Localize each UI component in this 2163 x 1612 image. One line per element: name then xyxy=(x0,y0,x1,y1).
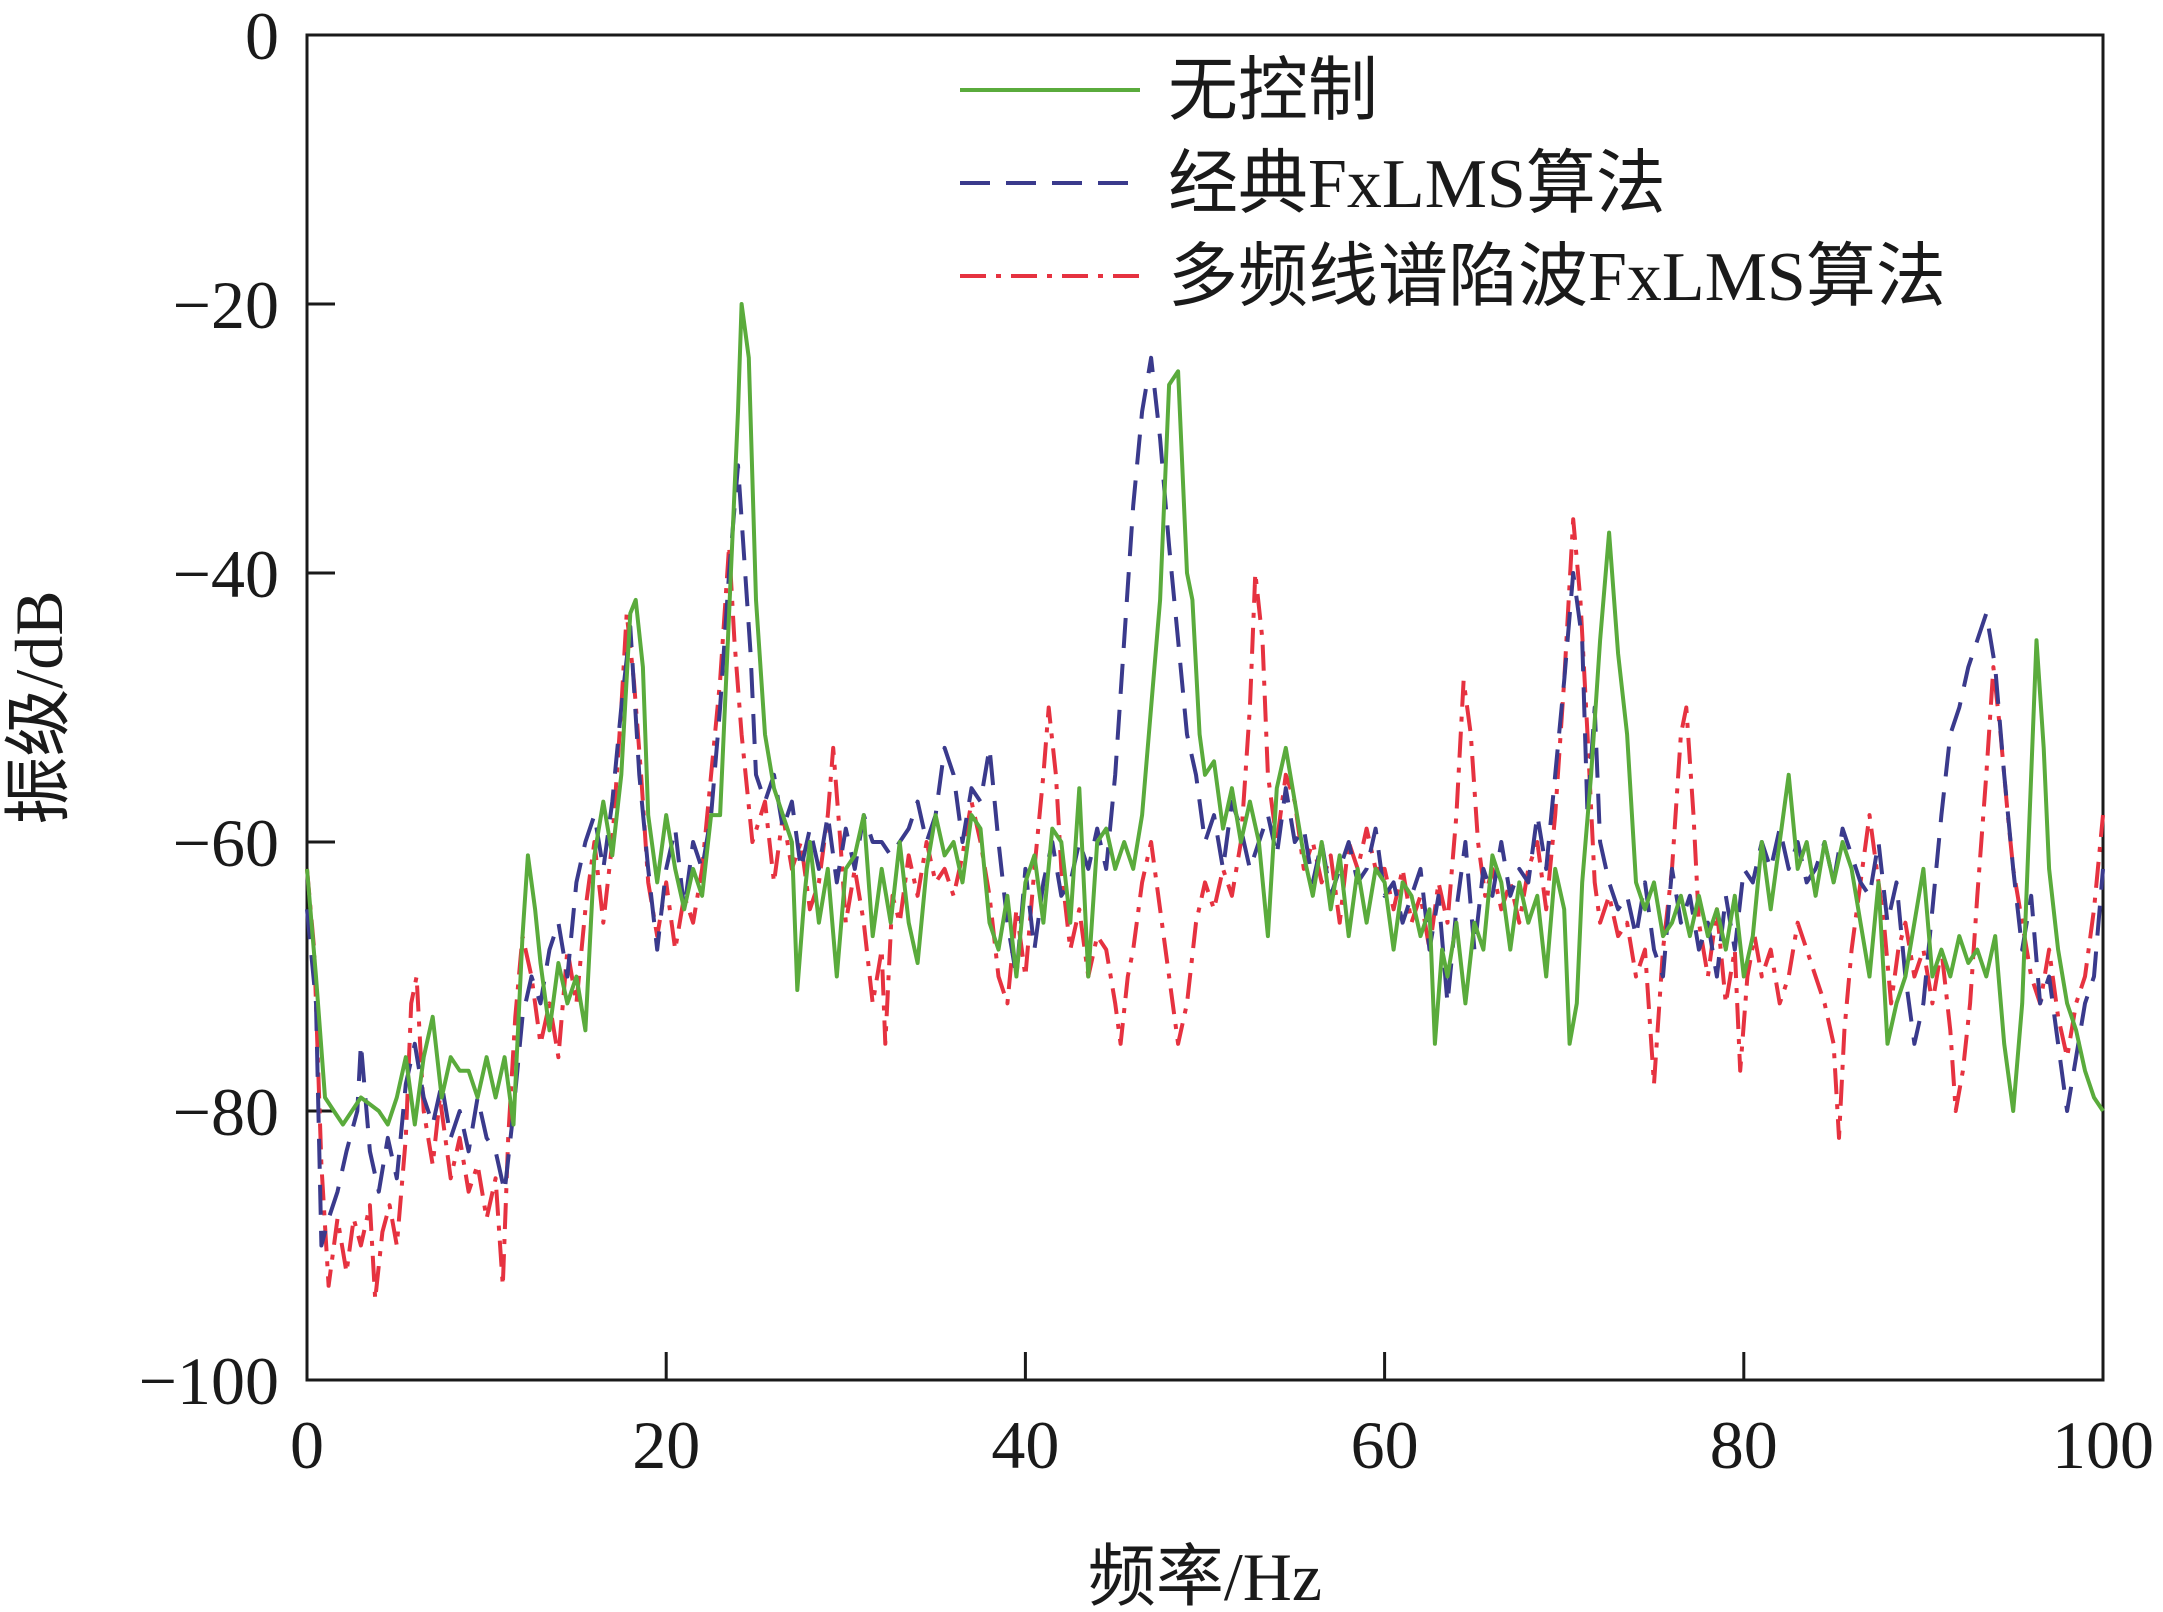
y-tick-label: 0 xyxy=(245,0,279,74)
series-line-1 xyxy=(305,302,2105,1127)
legend-label-2: 经典FxLMS算法 xyxy=(1168,146,1666,223)
legend-label-3: 多频线谱陷波FxLMS算法 xyxy=(1168,239,1946,316)
y-tick-label: −100 xyxy=(139,1343,279,1419)
y-axis-ticks: 0 −20 −40 −60 −80 −100 xyxy=(139,0,335,1419)
x-tick-label: 40 xyxy=(991,1407,1059,1483)
y-tick-label: −20 xyxy=(173,267,279,343)
series-layer xyxy=(305,302,2105,1302)
legend-label-1: 无控制 xyxy=(1168,53,1378,130)
x-tick-label: 80 xyxy=(1710,1407,1778,1483)
series-line-2 xyxy=(305,355,2105,1248)
y-tick-label: −40 xyxy=(173,536,279,612)
x-axis-ticks: 0 20 40 60 80 100 xyxy=(290,1352,2154,1483)
y-tick-label: −60 xyxy=(173,805,279,881)
x-tick-label: 20 xyxy=(632,1407,700,1483)
x-tick-label: 100 xyxy=(2052,1407,2154,1483)
y-tick-label: −80 xyxy=(173,1074,279,1150)
series-line-3 xyxy=(305,517,2105,1302)
x-axis-title: 频率/Hz xyxy=(1088,1539,1322,1612)
plot-area-frame xyxy=(305,33,2105,1382)
x-tick-label: 0 xyxy=(290,1407,324,1483)
x-tick-label: 60 xyxy=(1351,1407,1419,1483)
y-axis-title: 振级/dB xyxy=(1,590,77,824)
